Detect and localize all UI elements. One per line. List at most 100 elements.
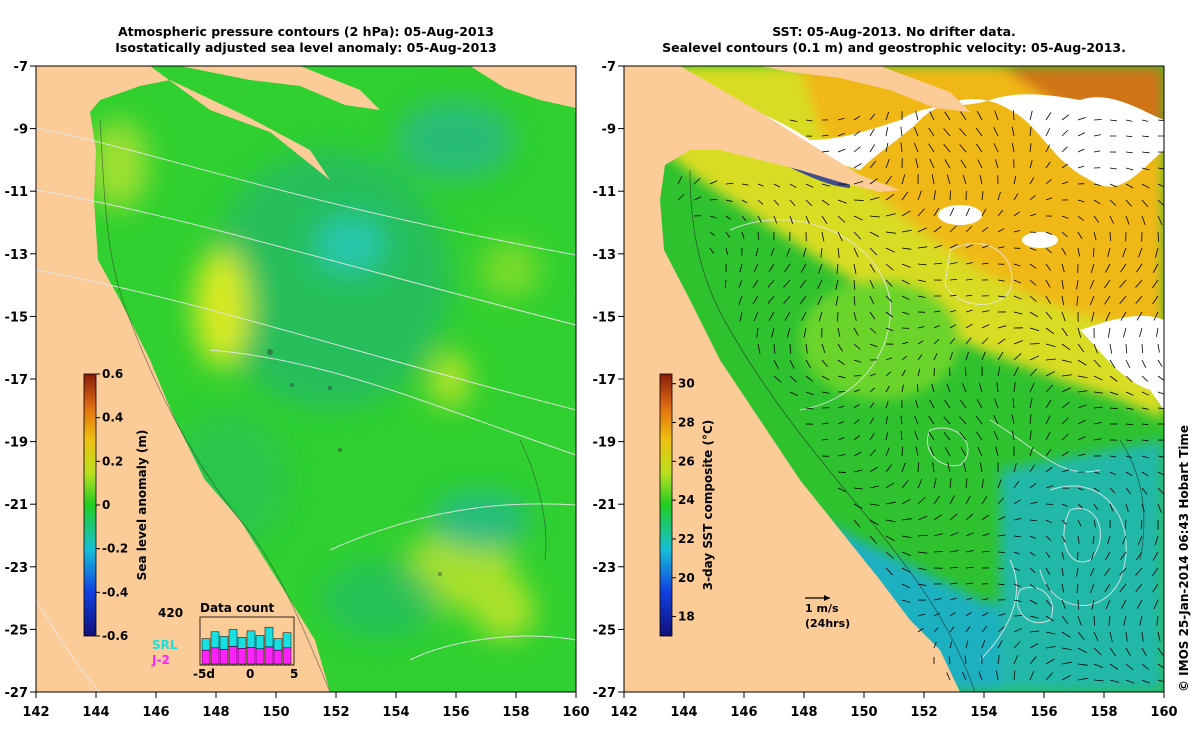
x-tick-label: 146: [142, 705, 169, 720]
velocity-arrow: [1077, 343, 1085, 353]
velocity-arrow: [821, 343, 826, 353]
velocity-arrow: [1125, 343, 1128, 354]
velocity-arrow: [1045, 358, 1056, 361]
velocity-arrow: [885, 464, 893, 473]
velocity-arrow: [965, 323, 973, 329]
velocity-arrow: [693, 177, 701, 185]
velocity-arrow: [1108, 615, 1111, 626]
velocity-arrow: [1109, 359, 1116, 369]
velocity-arrow: [1061, 417, 1069, 425]
velocity-arrow: [725, 199, 733, 202]
velocity-arrow: [1109, 231, 1111, 242]
velocity-arrow: [965, 597, 973, 601]
velocity-arrow: [959, 144, 967, 153]
velocity-arrow: [1013, 641, 1021, 649]
velocity-arrow: [767, 295, 775, 304]
velocity-arrow: [917, 583, 927, 586]
velocity-arrow: [1061, 374, 1072, 377]
colorbar-tick-label: -0.4: [102, 585, 128, 599]
velocity-arrow: [975, 415, 983, 425]
velocity-arrow: [773, 375, 782, 383]
velocity-arrow: [1045, 466, 1053, 473]
velocity-arrow: [901, 599, 911, 603]
velocity-arrow: [1077, 327, 1082, 338]
data-count-bar-j2: [228, 646, 238, 665]
velocity-arrow: [885, 193, 895, 201]
velocity-arrow: [997, 534, 1006, 537]
velocity-arrow: [1011, 430, 1015, 441]
velocity-arrow: [1125, 455, 1133, 459]
velocity-arrow: [817, 295, 823, 306]
velocity-arrow: [965, 244, 974, 249]
velocity-arrow: [933, 478, 937, 489]
velocity-arrow: [869, 485, 880, 489]
velocity-arrow: [741, 231, 745, 240]
velocity-arrow: [997, 209, 1004, 217]
velocity-arrow: [837, 231, 843, 242]
data-count-series-j2: J-2: [151, 653, 170, 667]
velocity-arrow: [931, 383, 935, 393]
velocity-arrow: [1045, 583, 1051, 592]
velocity-arrow: [1045, 179, 1052, 185]
velocity-arrow: [1141, 343, 1144, 354]
velocity-arrow: [1061, 567, 1064, 577]
velocity-arrow: [1029, 247, 1037, 251]
velocity-arrow: [1061, 401, 1070, 409]
velocity-arrow: [1125, 215, 1130, 225]
velocity-arrow: [1077, 116, 1086, 121]
velocity-arrow: [997, 192, 1001, 201]
velocity-arrow: [1013, 670, 1016, 681]
y-tick-label: -13: [5, 248, 29, 263]
velocity-arrow: [933, 190, 936, 201]
velocity-arrow: [869, 417, 875, 425]
velocity-arrow: [1061, 661, 1072, 665]
velocity-arrow: [885, 213, 896, 217]
velocity-arrow: [836, 263, 839, 274]
velocity-arrow: [901, 247, 912, 250]
velocity-arrow: [1119, 295, 1127, 304]
velocity-arrow: [786, 327, 791, 338]
velocity-arrow: [914, 415, 919, 425]
velocity-arrow: [1093, 359, 1101, 368]
velocity-arrow: [837, 471, 847, 473]
velocity-arrow: [1109, 631, 1113, 642]
y-tick-label: -21: [593, 498, 617, 513]
velocity-arrow: [725, 182, 734, 185]
velocity-arrow: [1077, 615, 1082, 626]
velocity-arrow: [981, 612, 989, 617]
velocity-arrow: [933, 338, 940, 345]
velocity-arrow: [1141, 663, 1150, 670]
velocity-arrow: [837, 327, 841, 338]
colorbar-tick-label: 30: [678, 377, 695, 391]
velocity-arrow: [901, 229, 912, 233]
velocity-arrow: [949, 626, 955, 633]
velocity-arrow: [917, 340, 924, 345]
velocity-arrow: [915, 110, 919, 121]
velocity-arrow: [1061, 469, 1070, 473]
data-count-bar-srl: [246, 630, 256, 648]
velocity-arrow: [885, 175, 892, 185]
velocity-arrow: [1156, 615, 1159, 626]
velocity-arrow: [1077, 535, 1080, 544]
velocity-arrow: [1045, 615, 1054, 622]
velocity-arrow: [853, 146, 861, 153]
velocity-arrow: [853, 311, 857, 321]
velocity-arrow: [821, 391, 830, 394]
velocity-arrow: [997, 567, 1005, 570]
velocity-arrow: [783, 279, 791, 288]
y-tick-label: -17: [593, 373, 617, 388]
velocity-arrow: [1045, 384, 1054, 393]
velocity-arrow: [1029, 501, 1038, 505]
velocity-arrow: [1029, 567, 1036, 574]
velocity-arrow: [885, 400, 889, 409]
velocity-arrow: [1029, 615, 1039, 619]
velocity-arrow: [1125, 199, 1132, 207]
velocity-arrow: [994, 398, 999, 409]
velocity-arrow: [853, 389, 861, 393]
velocity-arrow: [1135, 295, 1143, 304]
velocity-arrow: [901, 551, 912, 557]
velocity-arrow: [1029, 311, 1038, 318]
velocity-arrow: [853, 181, 864, 185]
velocity-arrow: [818, 263, 823, 274]
velocity-arrow: [1141, 487, 1148, 495]
